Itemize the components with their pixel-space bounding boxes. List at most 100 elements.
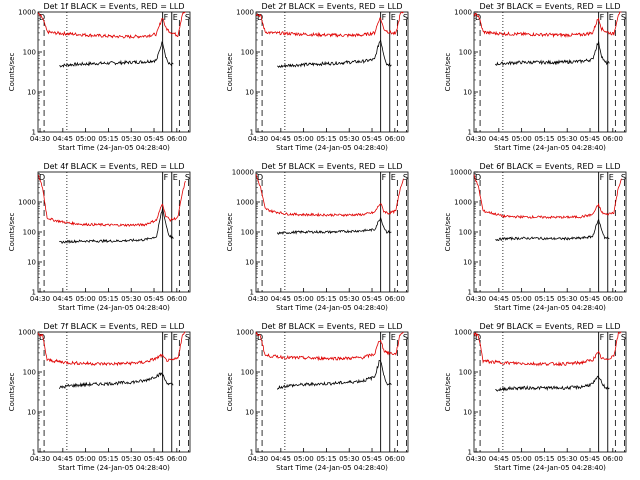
x-tick-label: 05:30 <box>339 295 359 303</box>
y-axis-label: Counts/sec <box>8 53 16 92</box>
x-tick-label: 05:15 <box>534 455 554 463</box>
y-tick-label: 10 <box>245 259 254 267</box>
chart-panel-5: Det 5f BLACK = Events, RED = LLD 1 10 100 10… <box>226 162 409 312</box>
y-tick-label: 100 <box>241 229 254 237</box>
x-tick-label: 06:00 <box>167 455 187 463</box>
x-tick-label: 06:00 <box>167 295 187 303</box>
x-tick-label: 05:15 <box>316 455 336 463</box>
y-tick-label: 1000 <box>18 329 36 337</box>
x-tick-label: 05:45 <box>580 455 600 463</box>
marker-label: F <box>600 13 605 22</box>
x-tick-label: 04:45 <box>53 135 73 143</box>
marker-label: E <box>609 13 614 22</box>
lld-series-line <box>37 331 186 367</box>
x-tick-label: 04:45 <box>489 135 509 143</box>
x-tick-label: 05:45 <box>362 295 382 303</box>
x-tick-label: 05:15 <box>534 295 554 303</box>
events-series-line <box>276 360 392 390</box>
x-tick-label: 04:45 <box>489 295 509 303</box>
marker-label: S <box>621 13 626 22</box>
x-tick-label: 05:30 <box>557 455 577 463</box>
events-series-line <box>494 41 610 67</box>
x-tick-label: 06:00 <box>603 295 623 303</box>
events-series-line <box>276 216 392 235</box>
x-tick-label: 05:00 <box>294 135 314 143</box>
y-tick-label: 100 <box>459 369 472 377</box>
y-tick-label: 1000 <box>236 329 254 337</box>
plot-frame <box>473 171 627 293</box>
marker-label: S <box>403 333 408 342</box>
marker-label-d: D <box>475 13 481 22</box>
y-tick-label: 1 <box>250 449 254 457</box>
y-tick-label: 1000 <box>236 199 254 207</box>
marker-label: F <box>164 13 169 22</box>
x-tick-label: 05:00 <box>512 455 532 463</box>
marker-label: F <box>600 333 605 342</box>
y-tick-label: 1000 <box>454 329 472 337</box>
marker-label-d: D <box>39 333 45 342</box>
x-tick-label: 05:30 <box>339 135 359 143</box>
x-tick-label: 04:30 <box>466 135 486 143</box>
marker-label: E <box>173 13 178 22</box>
chart-title: Det 5f BLACK = Events, RED = LLD <box>261 162 402 171</box>
x-tick-label: 04:30 <box>466 455 486 463</box>
x-tick-label: 06:00 <box>603 455 623 463</box>
y-tick-label: 100 <box>23 229 36 237</box>
marker-label: E <box>391 333 396 342</box>
marker-label: S <box>403 13 408 22</box>
marker-label: S <box>621 173 626 182</box>
x-tick-label: 05:15 <box>316 295 336 303</box>
x-tick-label: 05:45 <box>362 455 382 463</box>
marker-label-d: D <box>475 333 481 342</box>
events-series-line <box>277 39 392 69</box>
x-tick-label: 05:00 <box>76 455 96 463</box>
chart-panel-6: Det 6f BLACK = Events, RED = LLD 1 10 100 10… <box>444 162 627 312</box>
marker-label: E <box>391 173 396 182</box>
lld-series-line <box>255 174 404 218</box>
x-tick-label: 05:30 <box>121 295 141 303</box>
y-axis-label: Counts/sec <box>444 53 452 92</box>
chart-title: Det 9f BLACK = Events, RED = LLD <box>479 322 620 331</box>
marker-label: F <box>382 13 387 22</box>
marker-label-d: D <box>475 173 481 182</box>
x-tick-label: 05:15 <box>534 135 554 143</box>
x-axis-label: Start Time (24-Jan-05 04:28:40) <box>58 464 170 472</box>
plot-frame <box>473 11 627 133</box>
x-tick-label: 05:30 <box>557 295 577 303</box>
lld-series-line <box>255 331 404 362</box>
marker-label-d: D <box>257 173 263 182</box>
y-tick-label: 10 <box>27 409 36 417</box>
y-tick-label: 100 <box>241 49 254 57</box>
plot-frame <box>473 331 627 453</box>
x-tick-label: 06:00 <box>385 295 405 303</box>
y-tick-label: 1000 <box>236 9 254 17</box>
x-tick-label: 05:00 <box>512 295 532 303</box>
y-tick-label: 10000 <box>232 169 254 177</box>
marker-label: S <box>185 13 190 22</box>
x-axis-label: Start Time (24-Jan-05 04:28:40) <box>276 144 388 152</box>
x-tick-label: 05:00 <box>294 455 314 463</box>
x-tick-label: 04:45 <box>271 135 291 143</box>
y-tick-label: 10000 <box>450 169 472 177</box>
y-axis-label: Counts/sec <box>226 213 234 252</box>
x-tick-label: 04:30 <box>248 295 268 303</box>
events-series-line <box>59 208 174 245</box>
x-tick-label: 04:45 <box>53 295 73 303</box>
marker-label: F <box>164 173 169 182</box>
y-tick-label: 10 <box>27 89 36 97</box>
marker-label-d: D <box>257 13 263 22</box>
marker-label-d: D <box>39 173 45 182</box>
y-axis-label: Counts/sec <box>444 373 452 412</box>
y-tick-label: 1000 <box>454 199 472 207</box>
y-tick-label: 1000 <box>18 199 36 207</box>
x-axis-label: Start Time (24-Jan-05 04:28:40) <box>494 144 606 152</box>
x-axis-label: Start Time (24-Jan-05 04:28:40) <box>276 464 388 472</box>
y-tick-label: 1 <box>32 449 36 457</box>
x-tick-label: 05:15 <box>316 135 336 143</box>
x-axis-label: Start Time (24-Jan-05 04:28:40) <box>58 304 170 312</box>
x-axis-label: Start Time (24-Jan-05 04:28:40) <box>494 464 606 472</box>
x-tick-label: 05:45 <box>580 295 600 303</box>
x-tick-label: 05:30 <box>121 455 141 463</box>
x-tick-label: 04:30 <box>30 135 50 143</box>
y-tick-label: 1 <box>250 129 254 137</box>
